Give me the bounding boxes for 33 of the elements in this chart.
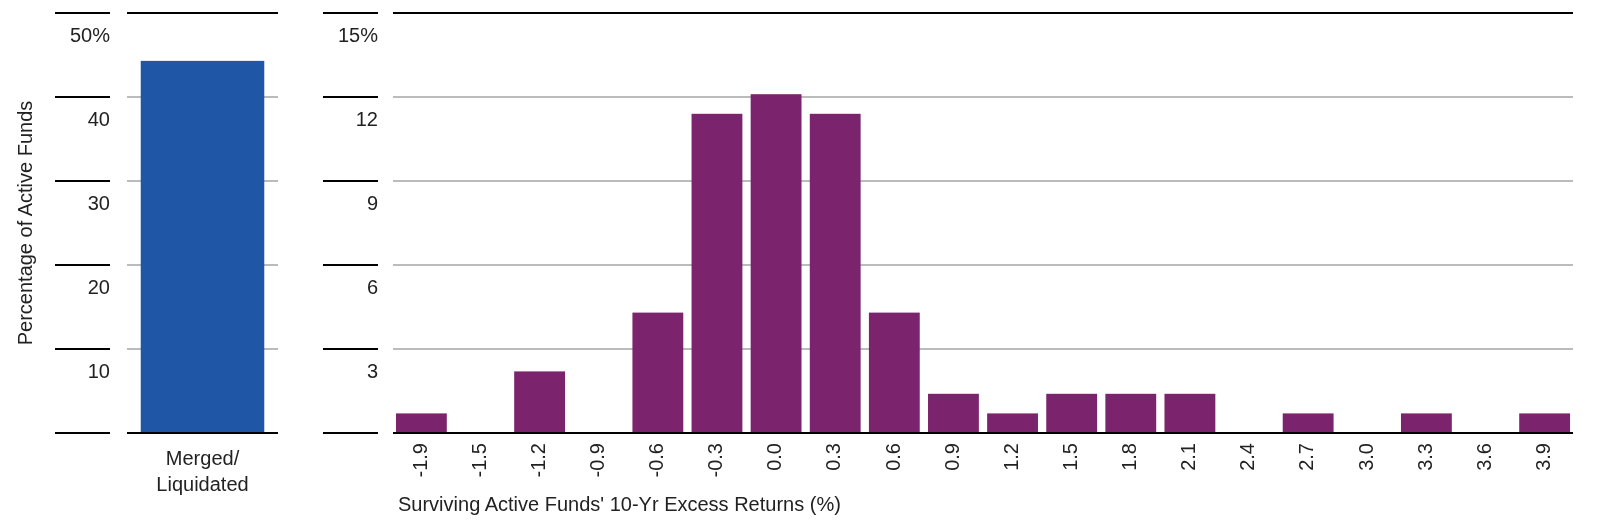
x-axis-title: Surviving Active Funds' 10-Yr Excess Returns (%) [398, 493, 841, 515]
x-tick-label: Merged/ Liquidated [156, 447, 249, 495]
y-tick-label: 50% [69, 24, 111, 47]
x-tick-label: 0.6 [881, 443, 904, 471]
x-tick-label: 0.3 [822, 443, 845, 471]
y-tick-label: 9 [366, 192, 378, 215]
x-tick-label: 3.6 [1472, 443, 1495, 471]
x-tick-label: 3.3 [1413, 443, 1436, 471]
x-tick-label: 0.9 [940, 443, 963, 471]
x-tick-label: 1.2 [999, 443, 1022, 471]
x-tick-label: 3.0 [1354, 443, 1377, 471]
x-tick-label: 0.0 [763, 443, 786, 471]
x-tick-label: -0.3 [704, 443, 727, 478]
x-tick-label: -0.6 [645, 443, 668, 478]
x-tick-label: -1.5 [467, 443, 490, 478]
y-tick-label: 40 [87, 108, 110, 131]
x-tick-label: 3.9 [1531, 443, 1554, 471]
x-tick-label: -0.9 [586, 443, 609, 478]
x-tick-label: 1.8 [1118, 443, 1141, 471]
x-tick-label: 2.1 [1177, 443, 1200, 471]
y-tick-label: 12 [355, 108, 378, 131]
y-tick-label: 30 [87, 192, 110, 215]
y-tick-label: 20 [87, 276, 110, 299]
y-tick-label: 15% [337, 24, 379, 47]
x-tick-label: 2.4 [1236, 443, 1259, 471]
y-tick-label: 10 [87, 360, 110, 383]
x-tick-label: 2.7 [1295, 443, 1318, 471]
y-tick-label: 6 [366, 276, 378, 299]
x-tick-label: -1.9 [408, 443, 431, 478]
y-axis-title: Percentage of Active Funds [14, 100, 36, 346]
x-tick-label: 1.5 [1058, 443, 1081, 471]
x-tick-label: -1.2 [526, 443, 549, 478]
y-tick-label: 3 [366, 360, 378, 383]
